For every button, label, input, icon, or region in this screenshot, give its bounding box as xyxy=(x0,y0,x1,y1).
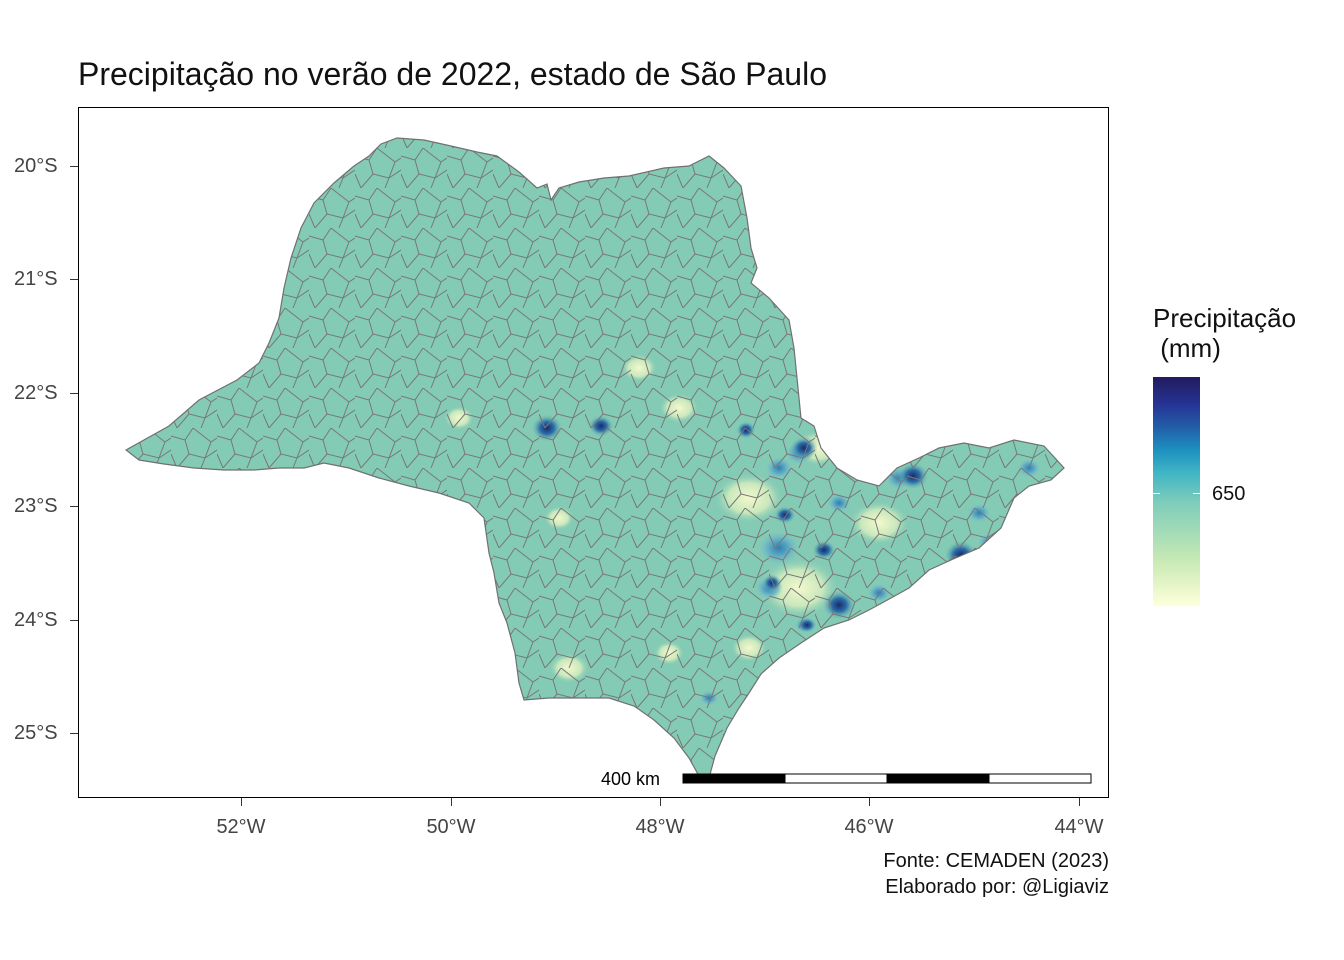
map-svg[interactable] xyxy=(79,108,1110,799)
precipitation-raster xyxy=(126,138,1064,778)
legend-tick-label: 650 xyxy=(1212,483,1246,505)
x-axis-label: 44°W xyxy=(1054,816,1104,838)
y-axis-label: 25°S xyxy=(14,722,58,744)
x-axis-tick xyxy=(241,798,242,806)
legend-colorbar xyxy=(1153,377,1200,606)
x-axis-label: 50°W xyxy=(426,816,476,838)
scale-bar-label: 400 km xyxy=(601,769,661,789)
x-axis-label: 48°W xyxy=(635,816,685,838)
x-axis-tick xyxy=(869,798,870,806)
y-axis-tick xyxy=(70,620,78,621)
map-title: Precipitação no verão de 2022, estado de… xyxy=(78,56,827,92)
y-axis-label: 22°S xyxy=(14,382,58,404)
y-axis-label: 24°S xyxy=(14,609,58,631)
x-axis-label: 46°W xyxy=(844,816,894,838)
scale-bar xyxy=(682,773,1092,784)
y-axis-label: 20°S xyxy=(14,155,58,177)
y-axis-tick xyxy=(70,733,78,734)
x-axis-tick xyxy=(1079,798,1080,806)
y-axis-tick xyxy=(70,393,78,394)
map-panel[interactable]: 400 km xyxy=(78,107,1109,798)
legend-title: Precipitação (mm) xyxy=(1153,303,1297,363)
y-axis-tick xyxy=(70,279,78,280)
x-axis-tick xyxy=(451,798,452,806)
y-axis-tick xyxy=(70,506,78,507)
x-axis-label: 52°W xyxy=(216,816,266,838)
y-axis-tick xyxy=(70,166,78,167)
caption-author: Elaborado por: @Ligiaviz xyxy=(885,876,1109,898)
y-axis-label: 23°S xyxy=(14,495,58,517)
y-axis-label: 21°S xyxy=(14,268,58,290)
x-axis-tick xyxy=(660,798,661,806)
caption-source: Fonte: CEMADEN (2023) xyxy=(883,850,1109,872)
legend-tick xyxy=(1153,493,1200,494)
